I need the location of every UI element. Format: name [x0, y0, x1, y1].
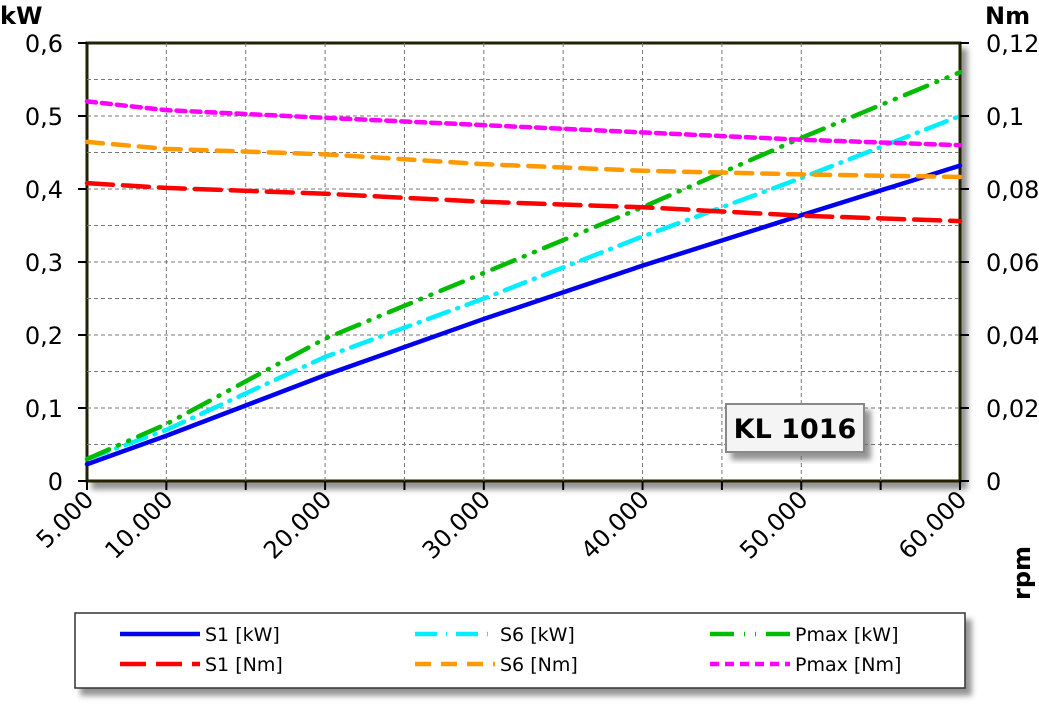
legend-label: S6 [Nm] — [500, 654, 578, 676]
annotation-box: KL 1016 — [725, 403, 865, 453]
y-left-axis-label: kW — [0, 2, 42, 30]
y-left-tick-label: 0,6 — [25, 30, 63, 58]
y-left-tick-label: 0,3 — [25, 249, 63, 277]
y-left-tick-label: 0,2 — [25, 322, 63, 350]
series-line-s6-kw- — [84, 113, 963, 462]
y-left-tick-label: 0,1 — [25, 395, 63, 423]
x-tick-label: 10.000 — [99, 485, 178, 564]
x-tick-label: 60.000 — [893, 485, 972, 564]
y-right-axis-label: Nm — [985, 2, 1030, 30]
legend-label: Pmax [Nm] — [795, 654, 901, 676]
y-right-tick-label: 0,08 — [986, 176, 1039, 204]
legend-label: Pmax [kW] — [795, 624, 899, 646]
series-line-s6-nm- — [84, 139, 963, 180]
series-line-pmax-nm- — [84, 99, 963, 148]
grid — [87, 43, 960, 481]
legend-label: S1 [Nm] — [205, 654, 283, 676]
y-left-tick-label: 0 — [48, 468, 63, 496]
legend-label: S6 [kW] — [500, 624, 575, 646]
legend: S1 [kW] S6 [kW] Pmax [kW] S1 [Nm] S6 [Nm] Pma… — [74, 612, 966, 689]
legend-label: S1 [kW] — [205, 624, 280, 646]
y-right-tick-label: 0,06 — [986, 249, 1039, 277]
annotation-text: KL 1016 — [734, 414, 857, 445]
y-left-tick-label: 0,4 — [25, 176, 63, 204]
x-axis-label: rpm — [1008, 546, 1036, 600]
x-tick-label: 50.000 — [734, 485, 813, 564]
y-right-tick-label: 0,1 — [986, 103, 1024, 131]
y-right-tick-label: 0,12 — [986, 30, 1039, 58]
series-lines — [84, 69, 963, 467]
series-line-s1-nm- — [84, 180, 963, 224]
y-right-tick-label: 0,02 — [986, 395, 1039, 423]
series-line-pmax-kw- — [84, 69, 963, 462]
x-tick-label: 5.000 — [31, 485, 99, 553]
y-left-tick-label: 0,5 — [25, 103, 63, 131]
y-right-tick-label: 0,04 — [986, 322, 1039, 350]
x-tick-label: 30.000 — [417, 485, 496, 564]
x-tick-label: 20.000 — [258, 485, 337, 564]
x-tick-label: 40.000 — [576, 485, 655, 564]
series-line-s1-kw- — [84, 163, 963, 467]
y-right-tick-label: 0 — [986, 468, 1001, 496]
